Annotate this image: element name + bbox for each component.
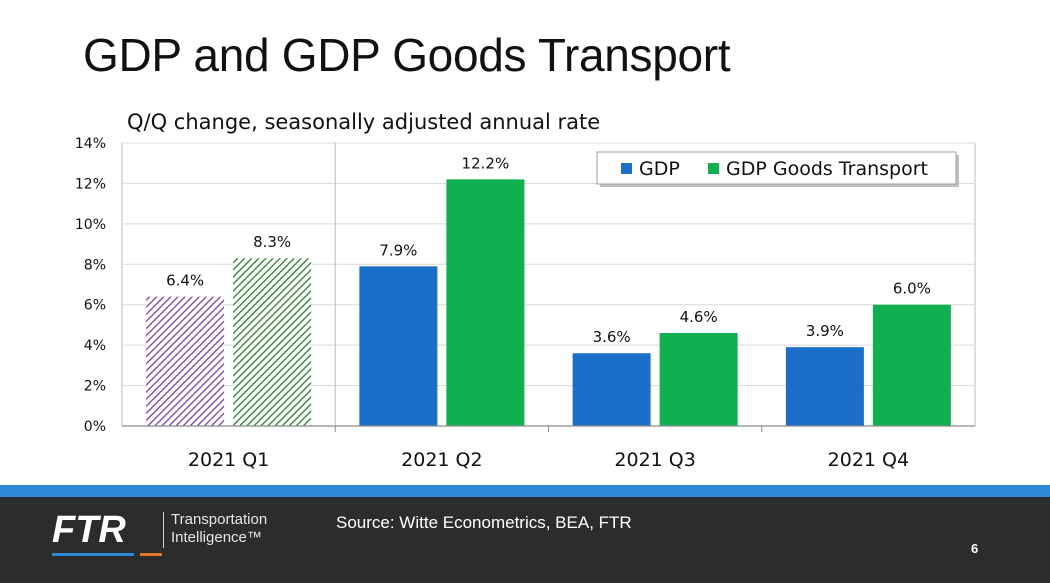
bar-chart: 6.4% 8.3% 7.9% 12.2% 3.6% 4.6% 3.9% 6.0% 0% 2% 4%… — [75, 136, 976, 471]
legend-swatch — [708, 163, 719, 174]
legend-swatch — [621, 163, 632, 174]
bar-gdp-goods-transport-2021-q2 — [446, 179, 525, 426]
x-category-label: 2021 Q1 — [188, 449, 269, 471]
bar-gdp-goods-transport-2021-q1 — [233, 258, 312, 426]
ftr-logo: FTR — [52, 509, 162, 556]
data-label: 6.4% — [166, 272, 204, 290]
logo-accent-line — [52, 553, 134, 556]
data-label: 8.3% — [253, 233, 291, 251]
chart-legend: GDP GDP Goods Transport — [596, 151, 959, 187]
data-label: 4.6% — [680, 308, 718, 326]
y-tick-label: 4% — [84, 338, 106, 354]
y-tick-label: 14% — [75, 136, 106, 152]
source-note: Source: Witte Econometrics, BEA, FTR — [336, 513, 632, 532]
bar-gdp-goods-transport-2021-q4 — [872, 304, 951, 426]
data-label: 3.9% — [806, 322, 844, 340]
legend-label: GDP — [639, 158, 680, 180]
logo-sub-line1: Transportation — [171, 511, 268, 528]
x-category-label: 2021 Q2 — [401, 449, 482, 471]
y-tick-label: 2% — [84, 379, 106, 395]
x-category-label: 2021 Q4 — [828, 449, 909, 471]
logo-divider — [163, 512, 164, 548]
bar-gdp-2021-q1 — [146, 296, 225, 426]
y-tick-label: 0% — [84, 419, 106, 435]
data-label: 3.6% — [593, 328, 631, 346]
bar-gdp-2021-q4 — [785, 347, 864, 426]
page-number: 6 — [971, 541, 979, 556]
y-tick-label: 6% — [84, 298, 106, 314]
y-tick-label: 10% — [75, 217, 106, 233]
bar-gdp-goods-transport-2021-q3 — [659, 333, 738, 426]
x-category-label: 2021 Q3 — [614, 449, 695, 471]
data-label: 7.9% — [379, 241, 417, 259]
legend-label: GDP Goods Transport — [726, 158, 928, 180]
chart-subtitle: Q/Q change, seasonally adjusted annual r… — [127, 110, 601, 134]
y-tick-label: 8% — [84, 257, 106, 273]
data-label: 12.2% — [462, 154, 510, 172]
logo-text: FTR — [52, 509, 126, 551]
footer-accent-bar — [0, 485, 1050, 497]
footer — [0, 497, 1050, 583]
data-label: 6.0% — [893, 280, 931, 298]
bar-gdp-2021-q3 — [572, 353, 651, 426]
legend-box — [596, 151, 957, 185]
page-title: GDP and GDP Goods Transport — [83, 29, 731, 81]
logo-accent-line — [140, 553, 162, 556]
bar-gdp-2021-q2 — [359, 266, 438, 426]
logo-subtitle: Transportation Intelligence™ — [171, 511, 267, 547]
y-tick-label: 12% — [75, 176, 106, 192]
logo-sub-line2: Intelligence™ — [171, 529, 262, 546]
